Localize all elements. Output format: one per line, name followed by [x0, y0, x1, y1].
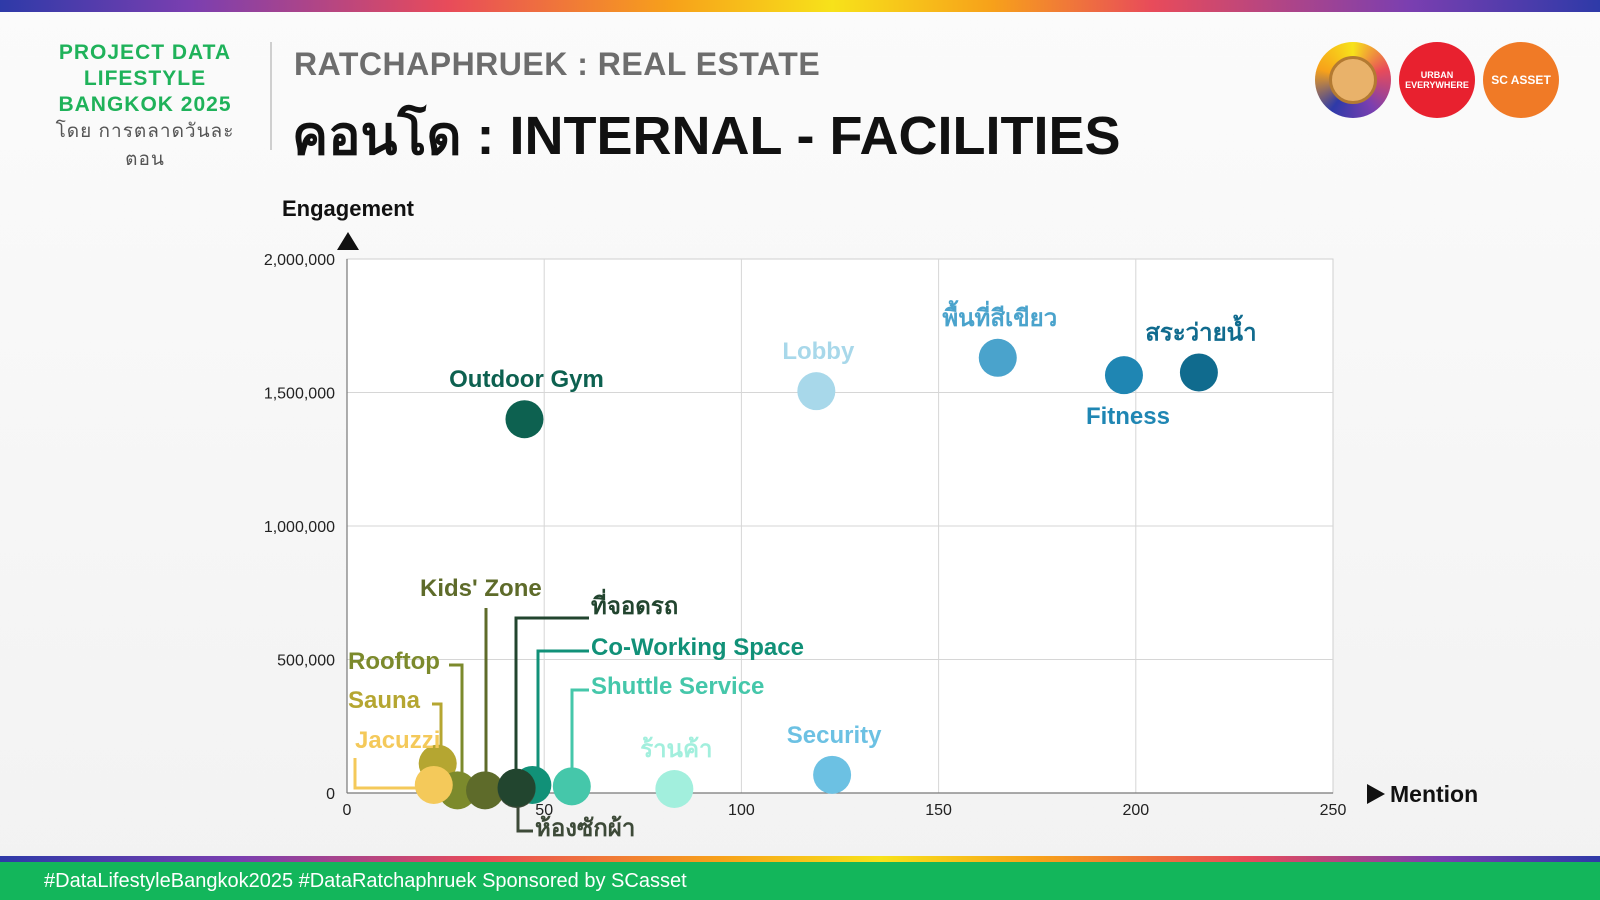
data-label: Jacuzzi [355, 727, 440, 754]
footer-hashtags: #DataLifestyleBangkok2025 #DataRatchaphr… [44, 870, 687, 892]
data-label: Rooftop [348, 648, 440, 675]
callout-leader-line [536, 649, 589, 786]
data-label: Fitness [1086, 403, 1170, 430]
y-tick-label: 1,500,000 [264, 386, 335, 403]
brand-line-3: BANGKOK 2025 [58, 93, 232, 116]
data-label: สระว่ายน้ำ [1145, 313, 1256, 346]
x-axis-title: Mention [1390, 781, 1478, 807]
y-tick-label: 0 [326, 786, 335, 803]
data-point [466, 771, 505, 810]
x-tick-label: 200 [1122, 802, 1149, 819]
data-point [505, 400, 544, 439]
data-label: Outdoor Gym [449, 366, 604, 393]
x-tick-label: 0 [343, 802, 352, 819]
top-color-band [0, 0, 1600, 12]
callout-leader-line [449, 663, 464, 784]
page-title: คอนโด : INTERNAL - FACILITIES [292, 106, 1121, 166]
x-tick-label: 250 [1320, 802, 1347, 819]
data-point [414, 765, 453, 804]
footer-color-band [0, 856, 1600, 862]
y-axis-arrow-icon [337, 232, 359, 250]
data-point [978, 338, 1017, 377]
page-supertitle: RATCHAPHRUEK : REAL ESTATE [294, 46, 821, 82]
brand-line-2: LIFESTYLE [83, 67, 207, 90]
data-label: Kids' Zone [420, 575, 542, 602]
data-label: ร้านค้า [640, 736, 712, 763]
header-divider [270, 42, 272, 150]
brand-block: PROJECT DATA LIFESTYLE BANGKOK 2025 โดย … [36, 40, 254, 174]
data-point [797, 372, 836, 411]
data-label: Sauna [348, 687, 421, 714]
hat-icon [1329, 56, 1377, 104]
data-point [552, 767, 591, 806]
brand-line-1: PROJECT DATA [58, 41, 232, 64]
callout-leader-line [570, 688, 589, 786]
callout-leader-line [514, 616, 589, 786]
urban-logo-line-1: URBAN [1420, 70, 1454, 80]
y-axis-title: Engagement [282, 196, 415, 221]
urban-everywhere-logo: URBAN EVERYWHERE [1399, 42, 1475, 118]
x-tick-label: 150 [925, 802, 952, 819]
x-tick-label: 100 [728, 802, 755, 819]
data-label: Security [787, 722, 882, 749]
data-label: Lobby [782, 338, 855, 365]
urban-logo-line-2: EVERYWHERE [1405, 80, 1469, 90]
data-label: Shuttle Service [591, 673, 764, 700]
y-tick-label: 2,000,000 [264, 252, 335, 269]
data-label: พื้นที่สีเขียว [942, 299, 1057, 332]
y-tick-label: 500,000 [277, 653, 335, 670]
data-label: Co-Working Space [591, 634, 804, 661]
data-point [655, 769, 694, 808]
callout-leader-line [353, 758, 426, 790]
data-point [1104, 356, 1143, 395]
footer-bar: #DataLifestyleBangkok2025 #DataRatchaphr… [0, 862, 1600, 900]
data-point [1179, 353, 1218, 392]
sc-asset-logo-text: SC ASSET [1491, 73, 1551, 87]
data-label: ที่จอดรถ [591, 588, 678, 620]
brand-subtitle: โดย การตลาดวันละตอน [55, 121, 235, 170]
callout-leader-line [432, 702, 443, 752]
x-axis-arrow-icon [1367, 784, 1385, 804]
data-point [813, 755, 852, 794]
data-label: ห้องซักผ้า [535, 815, 635, 842]
creator-avatar-logo [1315, 42, 1391, 118]
sc-asset-logo: SC ASSET [1483, 42, 1559, 118]
y-tick-label: 1,000,000 [264, 519, 335, 536]
data-point [497, 768, 536, 807]
x-tick-label: 50 [535, 802, 553, 819]
